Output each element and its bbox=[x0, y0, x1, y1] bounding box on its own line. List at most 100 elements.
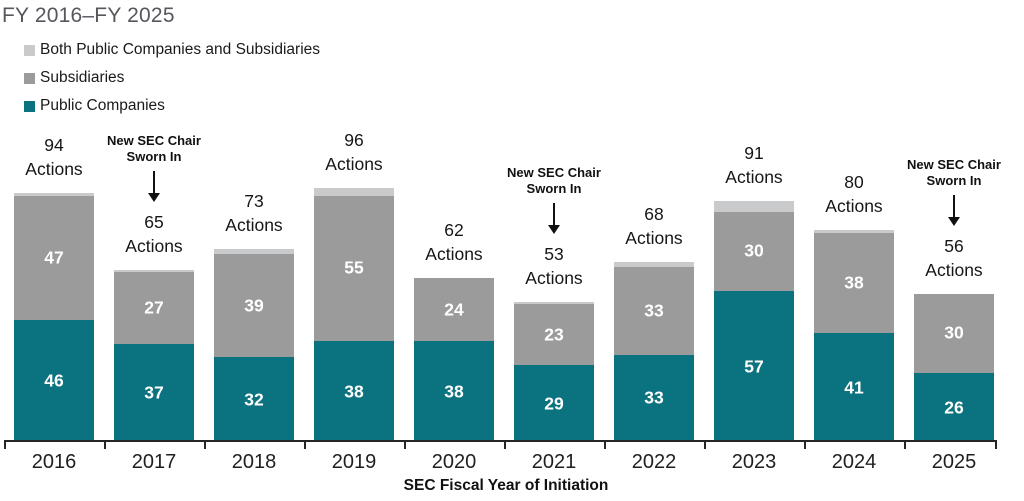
x-axis-year-label: 2023 bbox=[731, 451, 777, 473]
bar-segment-both bbox=[214, 248, 294, 254]
segment-value-public: 26 bbox=[944, 397, 964, 418]
total-value: 65 bbox=[144, 211, 164, 232]
down-arrow-head bbox=[948, 216, 960, 226]
total-actions-label: 68 Actions bbox=[594, 202, 714, 250]
segment-value-public: 57 bbox=[744, 356, 764, 376]
bar-segment-both bbox=[514, 301, 594, 305]
total-value: 80 bbox=[844, 172, 864, 193]
bar-segment-public bbox=[114, 343, 194, 442]
legend: Both Public Companies and Subsidiaries S… bbox=[24, 36, 320, 120]
segment-value-subsidiaries: 47 bbox=[44, 247, 64, 268]
down-arrow-shaft bbox=[553, 202, 555, 225]
segment-value-subsidiaries: 24 bbox=[444, 299, 464, 320]
segment-value-public: 33 bbox=[644, 387, 664, 408]
down-arrow-icon bbox=[548, 202, 560, 234]
legend-label-both: Both Public Companies and Subsidiaries bbox=[40, 41, 321, 58]
bar-segment-both bbox=[14, 192, 94, 196]
bar-segment-subsidiaries bbox=[214, 253, 294, 358]
total-suffix: Actions bbox=[925, 259, 983, 280]
legend-item-both: Both Public Companies and Subsidiaries bbox=[24, 36, 320, 64]
annotation-text: New SEC Chair Sworn In bbox=[107, 132, 201, 164]
bar-segment-public bbox=[314, 341, 394, 442]
legend-label-public-companies: Public Companies bbox=[40, 97, 165, 114]
total-suffix: Actions bbox=[825, 196, 883, 217]
segment-value-public: 38 bbox=[344, 381, 364, 402]
segment-value-public: 37 bbox=[144, 382, 164, 403]
bar-segment-public bbox=[914, 373, 994, 442]
segment-value-subsidiaries: 33 bbox=[644, 300, 664, 321]
chart-title: FY 2016–FY 2025 bbox=[2, 4, 175, 27]
segment-value-public: 32 bbox=[244, 389, 264, 410]
down-arrow-icon bbox=[148, 170, 160, 202]
annotation-new-sec-chair: New SEC Chair Sworn In bbox=[89, 133, 219, 202]
bar-segment-both bbox=[314, 187, 394, 196]
total-suffix: Actions bbox=[125, 235, 183, 256]
bar-segment-public bbox=[714, 291, 794, 442]
total-value: 94 bbox=[44, 134, 64, 155]
down-arrow-head bbox=[148, 192, 160, 202]
bar-segment-both bbox=[614, 261, 694, 268]
x-axis-year-label: 2024 bbox=[831, 451, 877, 473]
bar-segment-public bbox=[614, 354, 694, 442]
x-axis-line bbox=[4, 440, 997, 442]
down-arrow-icon bbox=[948, 194, 960, 226]
segment-value-subsidiaries: 30 bbox=[944, 322, 964, 343]
total-actions-label: 65 Actions bbox=[94, 210, 214, 258]
total-value: 62 bbox=[444, 219, 464, 240]
bar-segment-public bbox=[514, 365, 594, 442]
total-suffix: Actions bbox=[725, 166, 783, 187]
legend-item-subsidiaries: Subsidiaries bbox=[24, 64, 320, 92]
total-actions-label: 96 Actions bbox=[294, 128, 414, 176]
bar-segment-subsidiaries bbox=[14, 195, 94, 321]
legend-swatch-public-companies-icon bbox=[24, 100, 35, 112]
total-value: 53 bbox=[544, 243, 564, 264]
segment-value-subsidiaries: 55 bbox=[344, 257, 364, 278]
x-axis-tick bbox=[104, 442, 106, 449]
segment-value-public: 38 bbox=[444, 381, 464, 402]
x-axis-year-label: 2016 bbox=[31, 451, 77, 473]
down-arrow-shaft bbox=[953, 194, 955, 217]
legend-swatch-subsidiaries-icon bbox=[24, 72, 35, 84]
total-suffix: Actions bbox=[325, 153, 383, 174]
bar-segment-subsidiaries bbox=[614, 267, 694, 355]
bar-segment-both bbox=[714, 200, 794, 212]
x-axis-tick bbox=[304, 442, 306, 449]
total-actions-label: 73 Actions bbox=[194, 189, 314, 237]
x-axis-tick bbox=[904, 442, 906, 449]
legend-label-subsidiaries: Subsidiaries bbox=[40, 69, 125, 86]
total-value: 91 bbox=[744, 142, 764, 163]
total-suffix: Actions bbox=[225, 214, 283, 235]
segment-value-subsidiaries: 38 bbox=[844, 272, 864, 293]
x-axis-tick bbox=[995, 442, 997, 449]
segment-value-public: 41 bbox=[844, 377, 864, 398]
segment-value-public: 29 bbox=[544, 393, 564, 414]
total-suffix: Actions bbox=[25, 158, 83, 179]
bar-segment-public bbox=[14, 320, 94, 442]
x-axis-year-label: 2022 bbox=[631, 451, 677, 473]
total-actions-label: 94 Actions bbox=[0, 133, 114, 181]
total-value: 56 bbox=[944, 235, 964, 256]
segment-value-subsidiaries: 23 bbox=[544, 324, 564, 345]
total-actions-label: 53 Actions bbox=[494, 242, 614, 290]
annotation-new-sec-chair: New SEC Chair Sworn In bbox=[889, 157, 1019, 226]
total-actions-label: 62 Actions bbox=[394, 218, 514, 266]
total-value: 68 bbox=[644, 203, 664, 224]
total-suffix: Actions bbox=[425, 243, 483, 264]
bar-segment-subsidiaries bbox=[714, 211, 794, 291]
bar-segment-subsidiaries bbox=[514, 304, 594, 366]
annotation-text: New SEC Chair Sworn In bbox=[507, 164, 601, 196]
total-suffix: Actions bbox=[625, 227, 683, 248]
total-value: 73 bbox=[244, 190, 264, 211]
x-axis-year-label: 2020 bbox=[431, 451, 477, 473]
total-actions-label: 91 Actions bbox=[694, 141, 814, 189]
bar-segment-subsidiaries bbox=[114, 272, 194, 344]
bar-segment-public bbox=[414, 341, 494, 442]
bar-segment-public bbox=[814, 333, 894, 442]
x-axis-tick bbox=[704, 442, 706, 449]
bar-segment-subsidiaries bbox=[314, 195, 394, 342]
x-axis-tick bbox=[604, 442, 606, 449]
x-axis-tick bbox=[4, 442, 6, 449]
down-arrow-shaft bbox=[153, 170, 155, 193]
segment-value-subsidiaries: 39 bbox=[244, 295, 264, 316]
